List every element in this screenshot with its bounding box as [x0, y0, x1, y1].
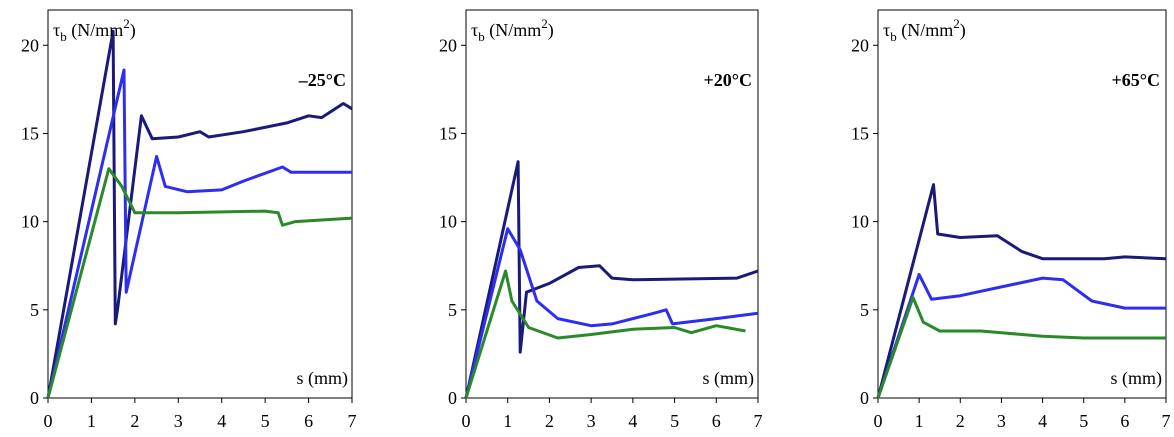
data-line: [46, 29, 353, 399]
y-axis-label-part: τ: [471, 20, 478, 40]
y-tick-label: 5: [30, 300, 39, 320]
y-axis-label-part: (N/mm: [897, 20, 954, 41]
y-tick-label: 15: [851, 123, 869, 143]
data-line: [464, 160, 759, 399]
x-axis-label: s (mm): [1111, 368, 1163, 389]
data-line: [464, 227, 759, 399]
x-tick-label: 3: [587, 411, 596, 431]
annotation: +20°C: [704, 70, 752, 90]
y-axis-label-part: b: [60, 29, 67, 44]
y-axis-label: τb (N/mm2): [53, 16, 136, 44]
x-tick-label: 1: [915, 411, 924, 431]
x-axis-label: s (mm): [297, 368, 349, 389]
x-tick-label: 4: [217, 411, 226, 431]
x-tick-label: 7: [1162, 411, 1171, 431]
x-tick-label: 7: [348, 411, 357, 431]
x-tick-label: 3: [997, 411, 1006, 431]
x-tick-label: 3: [174, 411, 183, 431]
x-axis-label: s (mm): [703, 368, 755, 389]
y-axis-label-part: 2: [123, 16, 130, 31]
x-tick-label: 0: [874, 411, 883, 431]
x-tick-label: 6: [1120, 411, 1129, 431]
x-tick-label: 6: [712, 411, 721, 431]
y-tick-label: 0: [860, 388, 869, 408]
y-tick-label: 15: [439, 123, 457, 143]
annotation: +65°C: [1112, 70, 1160, 90]
x-tick-label: 0: [462, 411, 471, 431]
y-axis-label-part: (N/mm: [67, 20, 124, 41]
y-axis-label-part: τ: [53, 20, 60, 40]
y-axis-label-part: b: [890, 29, 897, 44]
y-axis-label-part: (N/mm: [485, 20, 542, 41]
plot-frame: [465, 9, 759, 399]
y-tick-label: 0: [30, 388, 39, 408]
y-axis-label: τb (N/mm2): [471, 16, 554, 44]
x-tick-label: 1: [503, 411, 512, 431]
y-tick-label: 20: [21, 35, 39, 55]
y-tick-label: 15: [21, 123, 39, 143]
x-tick-label: 2: [956, 411, 965, 431]
y-axis-label-part: ): [130, 20, 136, 41]
y-tick-label: 5: [448, 300, 457, 320]
y-tick-label: 10: [21, 212, 39, 232]
y-tick-label: 20: [851, 35, 869, 55]
y-axis-label: τb (N/mm2): [883, 16, 966, 44]
data-line: [46, 68, 352, 399]
data-line: [876, 183, 1167, 399]
y-tick-label: 10: [851, 212, 869, 232]
data-line: [876, 273, 1166, 399]
y-tick-label: 0: [448, 388, 457, 408]
y-axis-label-part: 2: [541, 16, 548, 31]
x-tick-label: 5: [261, 411, 270, 431]
y-axis-label-part: 2: [953, 16, 960, 31]
y-tick-label: 20: [439, 35, 457, 55]
y-tick-label: 5: [860, 300, 869, 320]
x-tick-label: 4: [1038, 411, 1047, 431]
plot-frame: [877, 9, 1167, 399]
x-tick-label: 2: [545, 411, 554, 431]
data-line: [876, 296, 1166, 399]
plot-frame: [47, 9, 353, 399]
x-tick-label: 4: [628, 411, 637, 431]
data-line: [46, 167, 353, 399]
x-tick-label: 7: [754, 411, 763, 431]
x-tick-label: 1: [87, 411, 96, 431]
y-axis-label-part: ): [548, 20, 554, 41]
y-tick-label: 10: [439, 212, 457, 232]
y-axis-label-part: τ: [883, 20, 890, 40]
x-tick-label: 2: [130, 411, 139, 431]
y-axis-label-part: ): [960, 20, 966, 41]
x-tick-label: 5: [670, 411, 679, 431]
y-axis-label-part: b: [478, 29, 485, 44]
x-tick-label: 0: [44, 411, 53, 431]
annotation: –25°C: [298, 70, 346, 90]
x-tick-label: 5: [1079, 411, 1088, 431]
data-line: [464, 269, 746, 399]
x-tick-label: 6: [304, 411, 313, 431]
